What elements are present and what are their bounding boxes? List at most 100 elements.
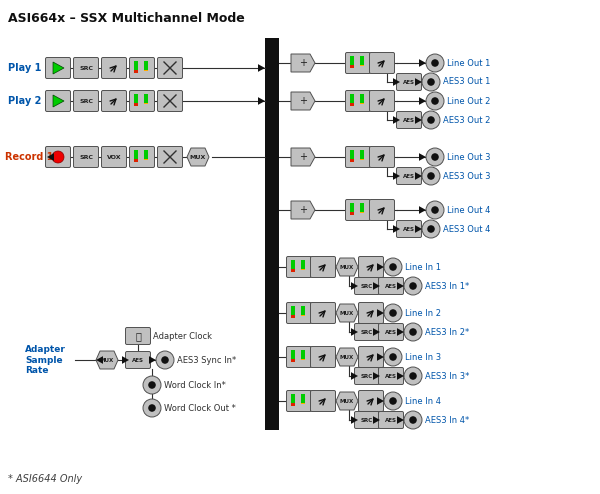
Circle shape	[384, 258, 402, 276]
Polygon shape	[393, 172, 400, 180]
FancyBboxPatch shape	[287, 256, 311, 278]
Text: +: +	[299, 58, 307, 68]
Polygon shape	[393, 225, 400, 233]
Text: Line Out 4: Line Out 4	[447, 206, 490, 214]
Polygon shape	[47, 153, 54, 161]
Polygon shape	[291, 148, 315, 166]
Text: AES: AES	[385, 329, 397, 334]
FancyBboxPatch shape	[46, 147, 71, 167]
Circle shape	[156, 351, 174, 369]
Bar	[134, 61, 138, 70]
FancyBboxPatch shape	[101, 147, 127, 167]
Bar	[301, 260, 305, 269]
Circle shape	[389, 263, 397, 271]
Bar	[291, 359, 295, 362]
FancyBboxPatch shape	[397, 220, 421, 238]
Polygon shape	[415, 78, 422, 86]
Text: Adapter Clock: Adapter Clock	[153, 331, 212, 340]
Polygon shape	[377, 397, 384, 405]
Bar	[134, 159, 138, 162]
Bar	[360, 56, 364, 65]
Text: Record 1: Record 1	[5, 152, 53, 162]
Text: AES: AES	[385, 417, 397, 422]
Bar	[144, 61, 148, 70]
Polygon shape	[258, 97, 265, 105]
FancyBboxPatch shape	[397, 112, 421, 128]
Circle shape	[384, 304, 402, 322]
Circle shape	[148, 404, 156, 412]
Polygon shape	[122, 356, 129, 364]
Circle shape	[427, 116, 435, 124]
Text: AES3 Sync In*: AES3 Sync In*	[177, 356, 236, 365]
Text: AES3 In 1*: AES3 In 1*	[425, 282, 469, 290]
Polygon shape	[149, 356, 156, 364]
Bar	[291, 350, 295, 359]
FancyBboxPatch shape	[379, 278, 404, 294]
Circle shape	[404, 411, 422, 429]
Text: Word Clock In*: Word Clock In*	[164, 380, 226, 389]
FancyBboxPatch shape	[359, 256, 383, 278]
Polygon shape	[419, 97, 426, 105]
Text: SRC: SRC	[79, 98, 93, 104]
FancyBboxPatch shape	[346, 90, 371, 112]
Bar	[291, 394, 295, 403]
Bar	[360, 212, 364, 213]
FancyBboxPatch shape	[74, 147, 98, 167]
Bar	[291, 315, 295, 318]
FancyBboxPatch shape	[130, 90, 155, 112]
Circle shape	[422, 73, 440, 91]
FancyBboxPatch shape	[359, 390, 383, 412]
Polygon shape	[336, 392, 358, 410]
Polygon shape	[415, 172, 422, 180]
Circle shape	[404, 367, 422, 385]
FancyBboxPatch shape	[125, 352, 151, 369]
Polygon shape	[269, 57, 279, 69]
Text: AES3 Out 1: AES3 Out 1	[443, 78, 490, 86]
FancyBboxPatch shape	[74, 57, 98, 79]
Bar	[134, 150, 138, 159]
Bar	[291, 403, 295, 406]
Text: SRC: SRC	[79, 66, 93, 71]
Text: Line In 3: Line In 3	[405, 353, 441, 362]
FancyBboxPatch shape	[311, 390, 335, 412]
Bar	[144, 70, 148, 71]
Circle shape	[427, 172, 435, 180]
FancyBboxPatch shape	[397, 74, 421, 90]
FancyBboxPatch shape	[370, 200, 395, 220]
Bar	[301, 269, 305, 270]
Bar	[134, 70, 138, 73]
Bar	[301, 315, 305, 316]
FancyBboxPatch shape	[74, 90, 98, 112]
Polygon shape	[291, 54, 315, 72]
Circle shape	[384, 392, 402, 410]
FancyBboxPatch shape	[379, 368, 404, 384]
Circle shape	[422, 220, 440, 238]
Circle shape	[389, 309, 397, 317]
Text: AES3 In 2*: AES3 In 2*	[425, 328, 469, 336]
Bar	[301, 394, 305, 403]
Text: AES3 Out 4: AES3 Out 4	[443, 224, 490, 234]
Circle shape	[431, 59, 439, 67]
Text: +: +	[299, 205, 307, 215]
Circle shape	[409, 416, 417, 424]
Text: Word Clock Out *: Word Clock Out *	[164, 404, 236, 412]
FancyBboxPatch shape	[311, 346, 335, 368]
Polygon shape	[269, 151, 279, 163]
FancyBboxPatch shape	[355, 324, 380, 340]
FancyBboxPatch shape	[359, 346, 383, 368]
Circle shape	[143, 399, 161, 417]
Text: AES3 In 3*: AES3 In 3*	[425, 371, 469, 380]
Text: SRC: SRC	[79, 155, 93, 160]
Text: AES3 Out 3: AES3 Out 3	[443, 171, 491, 180]
Circle shape	[426, 201, 444, 219]
Polygon shape	[336, 258, 358, 276]
Bar	[291, 269, 295, 272]
Circle shape	[426, 148, 444, 166]
Text: MUX: MUX	[100, 358, 114, 363]
Text: Line In 4: Line In 4	[405, 397, 441, 406]
Bar	[360, 65, 364, 66]
Bar	[350, 94, 354, 103]
Circle shape	[143, 376, 161, 394]
FancyBboxPatch shape	[157, 90, 182, 112]
Text: Adapter
Sample
Rate: Adapter Sample Rate	[25, 345, 66, 375]
